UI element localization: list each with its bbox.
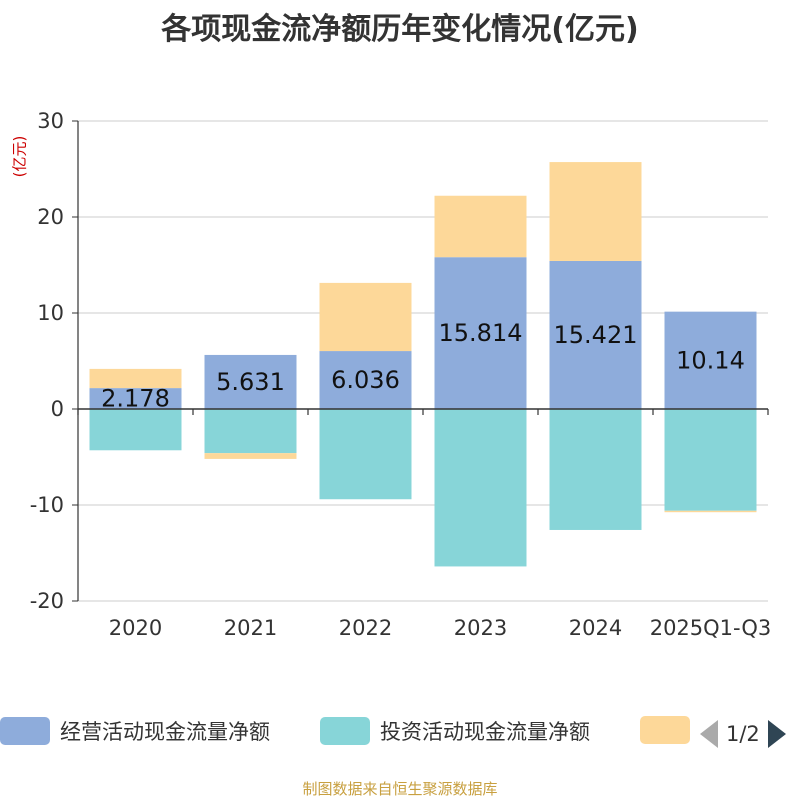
legend-item-operating[interactable]: 经营活动现金流量净额 [0, 716, 270, 746]
x-tick-label: 2023 [454, 616, 507, 640]
bar-2020-series1 [89, 409, 182, 451]
y-tick-label: -10 [30, 493, 64, 517]
legend-pager: 1/2 [700, 716, 786, 752]
chart-area: 30 20 10 0 -10 -20 2.178 5.631 6.036 15.814 15.421… [30, 109, 772, 640]
legend-page-indicator: 1/2 [726, 722, 760, 746]
bar-2020-series2 [89, 368, 182, 389]
legend-label-operating: 经营活动现金流量净额 [60, 720, 270, 744]
x-tick-label: 2020 [109, 616, 162, 640]
x-tick-label: 2025Q1-Q3 [650, 616, 772, 640]
bar-2025Q1-Q3-series0 [664, 311, 757, 409]
next-page-icon[interactable] [767, 720, 786, 748]
data-label-2023: 15.814 [439, 319, 523, 347]
legend-swatch-operating [0, 717, 50, 745]
bar-2024-series2 [549, 162, 642, 261]
data-label-2020: 2.178 [101, 385, 170, 413]
y-tick-label: -20 [30, 589, 64, 613]
y-tick-label: 0 [51, 397, 64, 421]
bar-2021-series1 [204, 409, 297, 454]
bar-2023-series2 [434, 195, 527, 258]
bar-2021-series0 [204, 354, 297, 409]
data-label-2022: 6.036 [331, 366, 400, 394]
bar-2022-series2 [319, 282, 412, 352]
legend-swatch-investing [320, 717, 370, 745]
bar-2025Q1-Q3-series1 [664, 409, 757, 511]
bar-2022-series1 [319, 409, 412, 500]
bar-2023-series1 [434, 409, 527, 567]
legend-item-financing[interactable] [640, 716, 700, 744]
bar-2022-series0 [319, 351, 412, 409]
x-tick-label: 2022 [339, 616, 392, 640]
chart-title: 各项现金流净额历年变化情况(亿元) [161, 12, 639, 47]
bar-2020-series0 [89, 388, 182, 409]
data-source-note: 制图数据来自恒生聚源数据库 [302, 780, 498, 798]
x-tick-label: 2021 [224, 616, 277, 640]
y-tick-label: 20 [37, 205, 64, 229]
data-label-2024: 15.421 [554, 321, 638, 349]
prev-page-icon[interactable] [700, 720, 718, 748]
bar-2023-series0 [434, 257, 527, 409]
data-label-2021: 5.631 [216, 368, 285, 396]
x-tick-label: 2024 [569, 616, 622, 640]
legend-label-investing: 投资活动现金流量净额 [380, 720, 590, 744]
y-tick-label: 10 [37, 301, 64, 325]
bar-2025Q1-Q3-series2 [664, 510, 757, 513]
legend-item-investing[interactable]: 投资活动现金流量净额 [320, 716, 590, 746]
legend-swatch-financing [640, 716, 690, 744]
bar-2021-series2 [204, 453, 297, 459]
bar-2024-series0 [549, 260, 642, 409]
data-label-2025Q1-Q3: 10.14 [676, 346, 745, 374]
y-tick-label: 30 [37, 109, 64, 133]
bar-2024-series1 [549, 409, 642, 530]
